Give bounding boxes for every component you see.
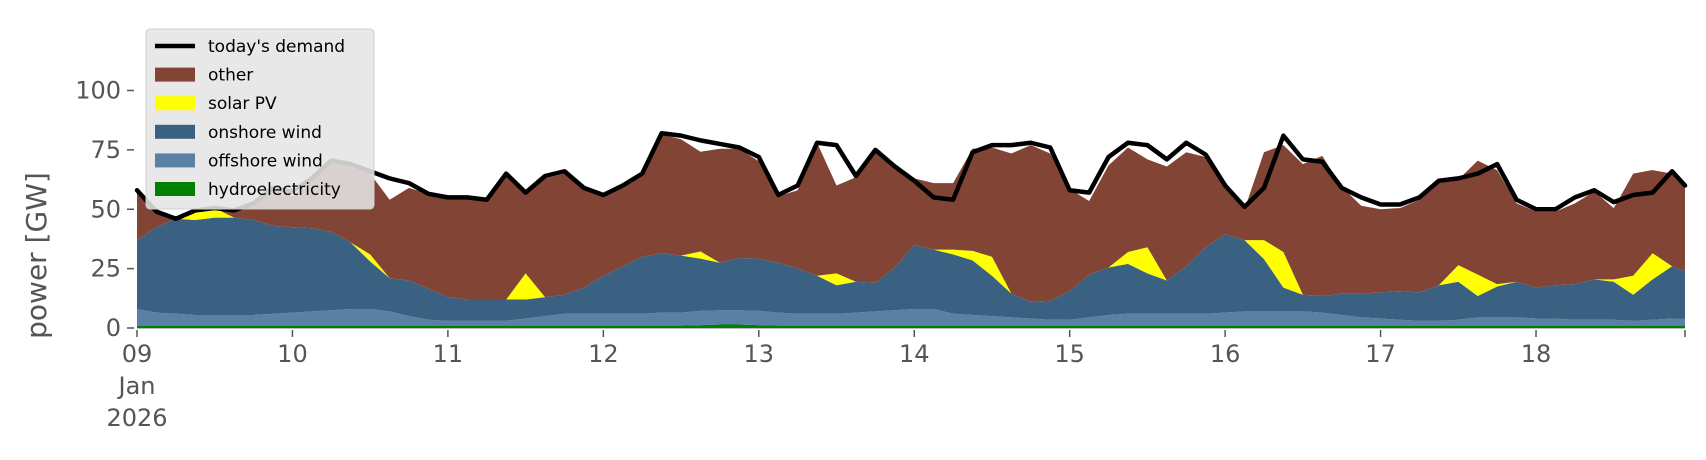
y-tick-label: 50: [90, 195, 121, 223]
area-layers: [137, 134, 1685, 328]
y-tick-label: 75: [90, 136, 121, 164]
x-tick-label: 13: [744, 340, 775, 368]
x-tick-label: 16: [1210, 340, 1241, 368]
y-tick-label: 25: [90, 255, 121, 283]
x-tick-label: 14: [899, 340, 930, 368]
legend-swatch-solar-pv: [155, 96, 195, 111]
x-tick-label: 12: [588, 340, 619, 368]
legend-label-offshore-wind: offshore wind: [208, 151, 323, 171]
y-axis: 0 25 50 75 100: [75, 77, 134, 342]
onshore-wind-area: [137, 217, 1685, 321]
legend-label-today-s-demand: today's demand: [208, 37, 345, 57]
legend-swatch-hydroelectricity: [155, 182, 195, 196]
legend-box: [145, 28, 375, 210]
legend-swatch-offshore-wind: [155, 153, 195, 168]
other-area: [137, 134, 1685, 302]
x-tick-sublabel: 2026: [106, 404, 167, 432]
legend: today's demand other solar PV onshore wind o…: [145, 28, 375, 210]
x-tick-label: 18: [1521, 340, 1552, 368]
legend-swatch-onshore-wind: [155, 124, 195, 139]
y-tick-label: 100: [75, 77, 121, 105]
x-tick-label: 10: [277, 340, 308, 368]
demand-line-layer: [134, 131, 1688, 221]
x-tick-label: 09: [122, 340, 153, 368]
x-tick-label: 15: [1054, 340, 1085, 368]
hydroelectricity-area: [137, 324, 1685, 328]
legend-label-other: other: [208, 66, 253, 86]
y-tick-label: 0: [106, 314, 121, 342]
x-tick-label: 17: [1365, 340, 1396, 368]
legend-label-onshore-wind: onshore wind: [208, 123, 322, 143]
x-tick-label: 11: [433, 340, 464, 368]
offshore-wind-area: [137, 309, 1685, 326]
legend-label-hydroelectricity: hydroelectricity: [208, 180, 341, 200]
x-tick-sublabel: Jan: [117, 372, 156, 400]
legend-label-solar-pv: solar PV: [208, 94, 277, 114]
legend-swatch-other: [155, 67, 195, 82]
x-axis: 09 Jan 2026 10 11 12 13 14 15 16 17 18: [106, 328, 1686, 432]
y-axis-label: power [GW]: [20, 172, 53, 339]
demand-line: [134, 131, 1688, 221]
solar-pv-area: [137, 208, 1685, 302]
